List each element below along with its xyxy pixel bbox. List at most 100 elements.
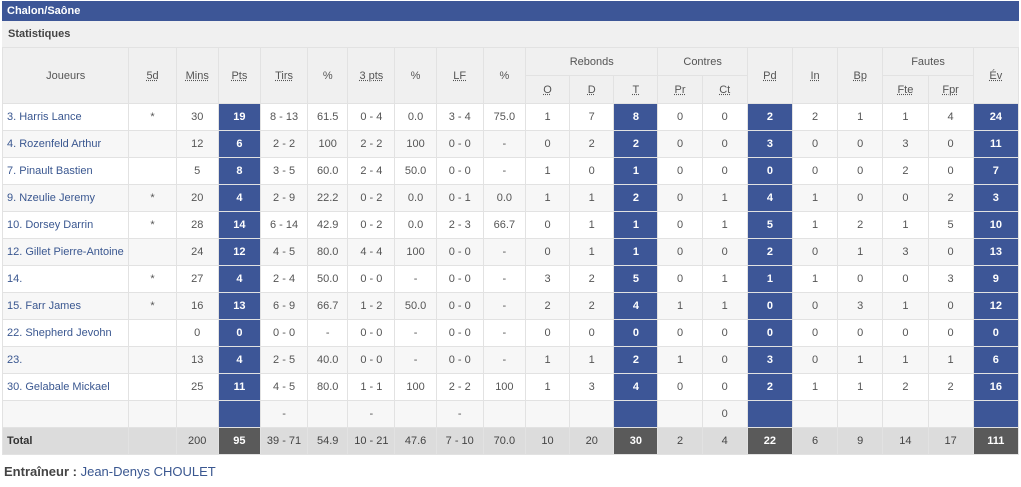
header-faute-fpr[interactable]: Fpr xyxy=(927,75,974,104)
stat-cell: 2 xyxy=(882,157,929,185)
stat-cell: 95 xyxy=(217,427,261,455)
player-name[interactable]: 14. xyxy=(1,265,130,293)
header-reb-o[interactable]: O xyxy=(524,75,571,104)
stat-cell: 22 xyxy=(746,427,793,455)
stat-cell: 3 xyxy=(882,130,929,158)
player-name[interactable]: 4. Rozenfeld Arthur xyxy=(1,130,130,158)
player-name[interactable]: 10. Dorsey Darrin xyxy=(1,211,130,239)
stat-cell: 3 - 4 xyxy=(435,103,484,131)
player-name[interactable]: 15. Farr James xyxy=(1,292,130,320)
stat-cell: 1 xyxy=(524,103,571,131)
stat-cell: 54.9 xyxy=(307,427,349,455)
header-faute-fte[interactable]: Fte xyxy=(882,75,929,104)
player-name[interactable]: 22. Shepherd Jevohn xyxy=(1,319,130,347)
stat-cell: 7 xyxy=(972,157,1020,185)
header-in[interactable]: In xyxy=(791,47,839,104)
stat-cell xyxy=(175,400,219,428)
stat-cell: 50.0 xyxy=(307,265,349,293)
header-contre-pr[interactable]: Pr xyxy=(657,75,703,104)
stat-cell: 6 xyxy=(791,427,839,455)
header-mins[interactable]: Mins xyxy=(175,47,219,104)
header-reb-t[interactable]: T xyxy=(613,75,659,104)
coach-name[interactable]: Jean-Denys CHOULET xyxy=(80,464,216,479)
stat-cell: 2 - 3 xyxy=(435,211,484,239)
stat-cell: 0 xyxy=(657,157,703,185)
stat-cell: 1 xyxy=(837,346,884,374)
stat-cell: 0 xyxy=(972,319,1020,347)
stat-cell: 7 - 10 xyxy=(435,427,484,455)
stat-cell: - xyxy=(347,400,396,428)
stat-cell xyxy=(128,238,177,266)
stat-cell: 0 xyxy=(837,319,884,347)
player-name[interactable]: 12. Gillet Pierre-Antoine xyxy=(1,238,130,266)
stat-cell: - xyxy=(394,265,437,293)
stat-cell: 4 xyxy=(613,292,659,320)
header-tirs[interactable]: Tirs xyxy=(259,47,309,104)
stat-cell: 0 xyxy=(927,238,974,266)
stats-body: 3. Harris Lance * 30 19 8 - 13 61.5 0 - 4 0.0 3 … xyxy=(1,103,1020,455)
stat-cell xyxy=(613,400,659,428)
stat-cell: 11 xyxy=(972,130,1020,158)
stat-cell: 47.6 xyxy=(394,427,437,455)
stat-cell xyxy=(927,400,974,428)
header-contre-ct[interactable]: Ct xyxy=(701,75,748,104)
stat-cell: 1 xyxy=(569,346,615,374)
stat-cell: 30 xyxy=(175,103,219,131)
stat-cell: 2 - 2 xyxy=(435,373,484,401)
stat-cell: 0 xyxy=(701,130,748,158)
stat-cell: 12 xyxy=(972,292,1020,320)
stat-cell: 5 xyxy=(927,211,974,239)
stat-cell: 0 xyxy=(746,157,793,185)
stat-cell: 8 xyxy=(613,103,659,131)
stat-cell: 22.2 xyxy=(307,184,349,212)
stat-cell: 2 - 9 xyxy=(259,184,309,212)
stat-cell: 0 xyxy=(613,319,659,347)
stat-cell: 1 xyxy=(701,211,748,239)
stat-cell: 2 xyxy=(613,346,659,374)
header-bp[interactable]: Bp xyxy=(837,47,884,104)
stat-cell: 24 xyxy=(175,238,219,266)
stat-cell: 1 xyxy=(701,292,748,320)
player-name[interactable]: 30. Gelabale Mickael xyxy=(1,373,130,401)
stat-cell: 13 xyxy=(217,292,261,320)
header-lf[interactable]: LF xyxy=(435,47,484,104)
stat-cell: 0 - 1 xyxy=(435,184,484,212)
header-joueurs: Joueurs xyxy=(1,47,130,104)
stat-cell: 40.0 xyxy=(307,346,349,374)
stat-cell: 1 xyxy=(569,238,615,266)
stat-cell: 0 xyxy=(882,184,929,212)
stat-cell: * xyxy=(128,211,177,239)
stat-cell: 0 - 2 xyxy=(347,184,396,212)
player-name[interactable]: 23. xyxy=(1,346,130,374)
stat-cell: 0 xyxy=(657,211,703,239)
stat-cell: 2 xyxy=(746,373,793,401)
stat-cell: 0 xyxy=(927,319,974,347)
stat-cell: 4 xyxy=(701,427,748,455)
stat-cell: 2 xyxy=(837,211,884,239)
stat-cell: 0 xyxy=(791,346,839,374)
stat-cell: 0 - 0 xyxy=(259,319,309,347)
stat-cell: 1 xyxy=(569,184,615,212)
header-ev[interactable]: Év xyxy=(972,47,1020,104)
header-pd[interactable]: Pd xyxy=(746,47,793,104)
stat-cell: 0.0 xyxy=(394,103,437,131)
stat-cell: 14 xyxy=(882,427,929,455)
stat-cell: 200 xyxy=(175,427,219,455)
stat-cell: 0 xyxy=(837,130,884,158)
stat-cell: - xyxy=(394,346,437,374)
stat-cell: 3 xyxy=(837,292,884,320)
stat-cell: 0 xyxy=(746,292,793,320)
stat-cell: 0 - 0 xyxy=(435,319,484,347)
stat-cell xyxy=(882,400,929,428)
stat-cell: 3 xyxy=(569,373,615,401)
player-name[interactable]: 9. Nzeulie Jeremy xyxy=(1,184,130,212)
header-reb-d[interactable]: D xyxy=(569,75,615,104)
player-name[interactable]: 7. Pinault Bastien xyxy=(1,157,130,185)
header-starter[interactable]: 5d xyxy=(128,47,177,104)
header-3pts[interactable]: 3 pts xyxy=(347,47,396,104)
player-name[interactable]: 3. Harris Lance xyxy=(1,103,130,131)
stat-cell: 0 xyxy=(657,373,703,401)
stat-cell: 0 xyxy=(657,130,703,158)
player-name xyxy=(1,400,130,428)
header-pts[interactable]: Pts xyxy=(217,47,261,104)
